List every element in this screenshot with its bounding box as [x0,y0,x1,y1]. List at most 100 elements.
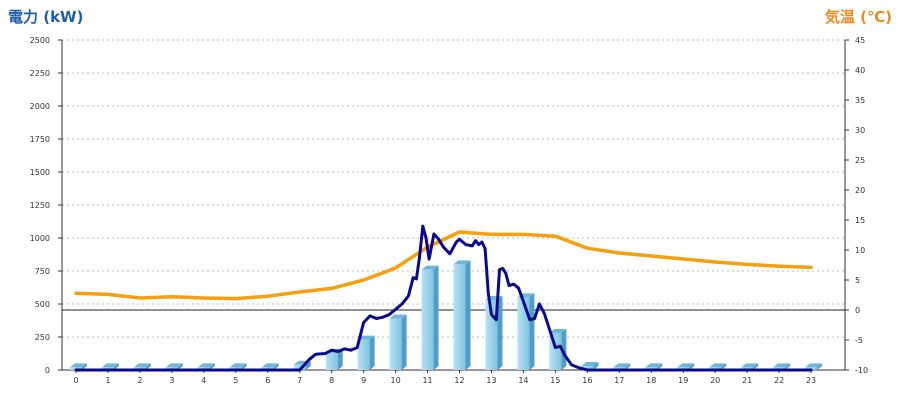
power-bar-front [357,339,370,370]
power-bar-front [325,352,338,370]
right-tick-label: 45 [855,36,865,45]
x-tick-label: 13 [486,376,496,385]
power-bar-side [433,265,439,370]
tick-labels: 02505007501000125015001750200022502500-1… [30,36,868,385]
power-bar-top [101,363,119,368]
power-bar-front [517,297,530,370]
power-bar-side [817,363,823,370]
power-bar-side [177,363,183,370]
power-bar-top [549,329,567,334]
left-tick-label: 2000 [30,102,50,111]
power-bar-front [581,366,594,370]
left-tick-label: 0 [45,366,50,375]
x-tick-label: 8 [329,376,334,385]
power-bar-top [741,363,759,368]
power-bar-side [369,335,375,370]
x-tick-label: 5 [233,376,238,385]
power-bar-side [785,363,791,370]
power-bar-top [165,363,183,368]
power-bar [389,314,407,370]
left-tick-label: 1500 [30,168,50,177]
x-tick-label: 16 [582,376,592,385]
power-bar-side [337,348,343,370]
left-tick-label: 1750 [30,135,50,144]
right-tick-label: -10 [855,366,868,375]
grid-lines [62,39,845,338]
x-tick-label: 20 [710,376,720,385]
temperature-line [74,230,813,301]
power-bar-top [805,363,823,368]
power-bar-side [497,296,503,370]
series-lines [74,224,813,372]
power-bar-side [113,363,119,370]
power-bar-front [453,264,466,370]
x-tick-label: 15 [550,376,560,385]
x-tick-label: 22 [774,376,784,385]
power-bar-side [529,293,535,370]
power-bar-side [241,363,247,370]
power-bar-side [209,363,215,370]
power-bar-side [305,360,311,370]
left-tick-label: 2250 [30,69,50,78]
power-bar-front [293,364,306,370]
power-bar-front [389,318,402,370]
x-tick-label: 3 [169,376,174,385]
power-bar-side [689,363,695,370]
power-bars [70,260,823,370]
right-tick-label: 30 [855,126,865,135]
x-tick-label: 17 [614,376,624,385]
power-bar-side [465,260,471,370]
power-bar-top [773,363,791,368]
power-bar-top [581,362,599,367]
power-bar-top [357,335,375,340]
power-bar-side [657,363,663,370]
right-tick-label: 40 [855,66,865,75]
power-bar-top [197,363,215,368]
right-tick-label: 10 [855,246,865,255]
x-tick-label: 23 [806,376,816,385]
power-bar-side [561,329,567,370]
power-bar-top [421,265,439,270]
x-tick-label: 19 [678,376,688,385]
left-tick-label: 250 [35,333,50,342]
right-tick-label: 15 [855,216,865,225]
right-tick-label: 20 [855,186,865,195]
right-axis-title: 気温 (℃) [824,8,892,26]
x-tick-label: 21 [742,376,752,385]
x-tick-label: 11 [422,376,432,385]
power-bar [421,265,439,370]
left-tick-label: 500 [35,300,50,309]
x-tick-label: 2 [137,376,142,385]
power-bar-side [593,362,599,370]
axes [58,39,849,373]
power-bar-top [389,314,407,319]
power-bar-top [645,363,663,368]
right-tick-label: 35 [855,96,865,105]
power-bar-top [613,363,631,368]
left-tick-label: 2500 [30,36,50,45]
power-bar-side [82,363,87,370]
power-bar-top [709,363,727,368]
right-tick-label: 0 [855,306,860,315]
power-bar-side [401,314,407,370]
left-tick-label: 1250 [30,201,50,210]
power-bar-front [421,269,434,370]
x-tick-label: 10 [390,376,400,385]
power-bar-side [625,363,631,370]
power-bar-top [677,363,695,368]
power-line [74,224,813,372]
power-bar [357,335,375,370]
power-bar-side [721,363,727,370]
power-bar-top [70,363,87,368]
x-tick-label: 4 [201,376,206,385]
left-tick-label: 750 [35,267,50,276]
right-tick-label: 5 [855,276,860,285]
power-bar-top [453,260,471,265]
left-axis-title: 電力 (kW) [8,8,84,26]
power-bar-side [753,363,759,370]
right-tick-label: 25 [855,156,865,165]
power-bar [517,293,535,370]
power-bar [581,362,599,370]
power-bar [485,296,503,370]
